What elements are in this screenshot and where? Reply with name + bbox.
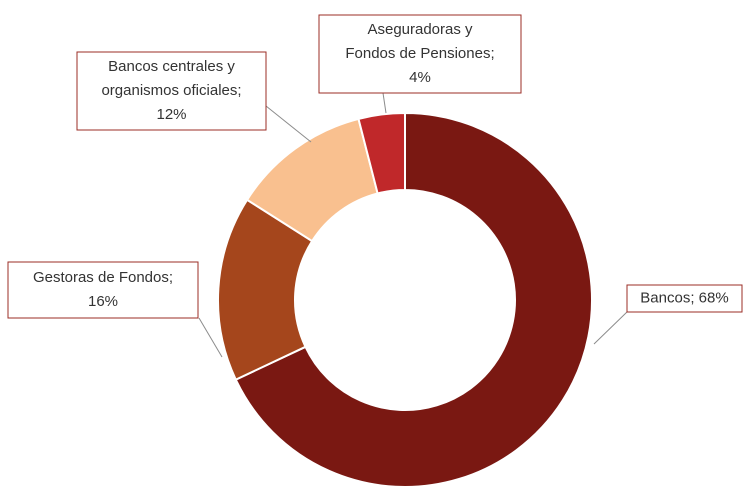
data-label: 12% xyxy=(156,106,186,123)
label-box xyxy=(626,284,743,313)
data-label: 16% xyxy=(88,293,118,310)
data-label: Bancos centrales y xyxy=(108,58,235,75)
slice xyxy=(357,111,406,195)
leader-line xyxy=(265,105,312,143)
label-box xyxy=(318,14,522,94)
data-label: 4% xyxy=(409,69,431,86)
data-label: Aseguradoras y xyxy=(367,21,473,38)
data-label: Fondos de Pensiones; xyxy=(345,45,494,62)
data-label: organismos oficiales; xyxy=(101,82,241,99)
leader-line xyxy=(593,310,629,345)
data-label: Bancos; 68% xyxy=(640,289,728,306)
slice xyxy=(234,111,593,488)
label-box xyxy=(76,51,267,131)
leader-line xyxy=(382,92,387,114)
leader-line xyxy=(198,317,223,358)
label-box xyxy=(7,261,199,319)
data-label: Gestoras de Fondos; xyxy=(33,269,173,286)
